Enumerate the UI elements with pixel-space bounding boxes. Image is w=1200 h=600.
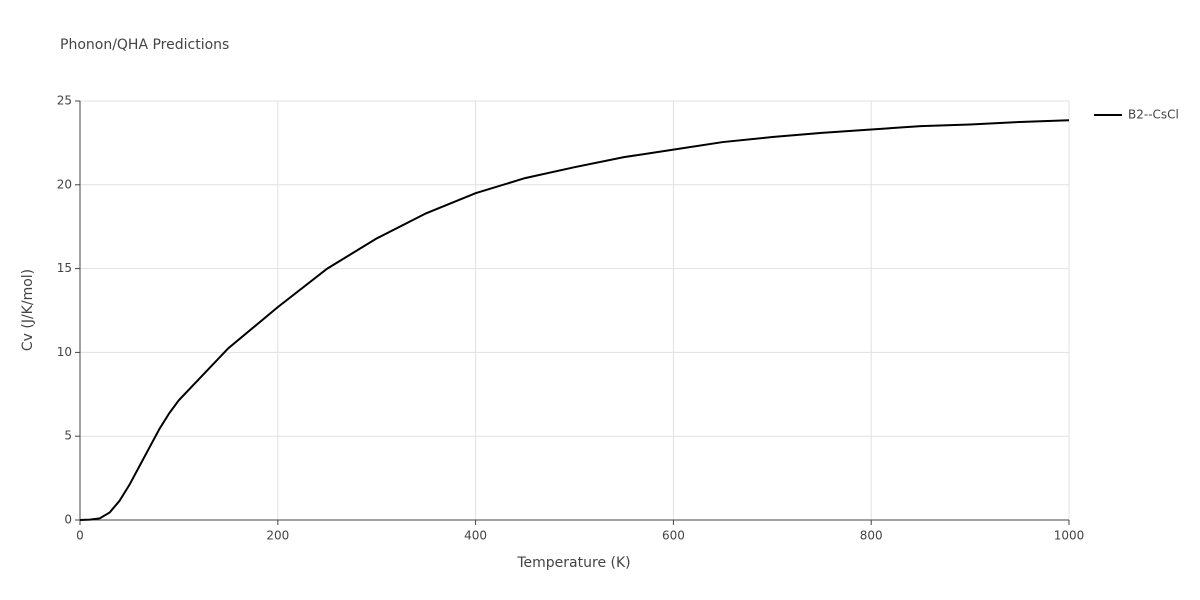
y-tick-label: 10	[57, 345, 72, 359]
y-axis-label: Cv (J/K/mol)	[20, 269, 36, 351]
y-tick-label: 5	[64, 429, 72, 443]
x-tick-label: 200	[266, 529, 289, 543]
x-tick-label: 1000	[1054, 529, 1085, 543]
x-tick-label: 800	[860, 529, 883, 543]
y-tick-label: 25	[57, 94, 72, 108]
x-tick-label: 400	[464, 529, 487, 543]
x-tick-label: 600	[662, 529, 685, 543]
y-tick-label: 15	[57, 261, 72, 275]
x-axis-label: Temperature (K)	[516, 555, 630, 571]
chart-title: Phonon/QHA Predictions	[60, 37, 229, 53]
y-tick-label: 20	[57, 177, 72, 191]
legend-label: B2--CsCl	[1128, 108, 1179, 122]
line-series	[79, 119, 1070, 521]
y-tick-label: 0	[64, 513, 72, 527]
x-tick-label: 0	[76, 529, 84, 543]
